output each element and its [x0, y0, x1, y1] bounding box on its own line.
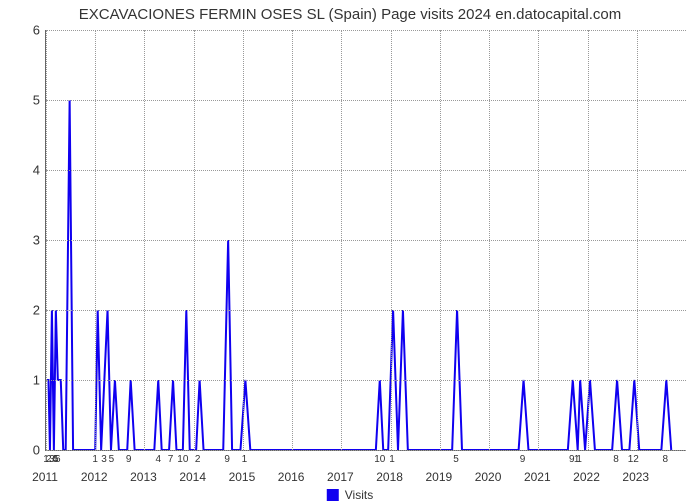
grid-line-v — [489, 30, 490, 450]
grid-line-v — [588, 30, 589, 450]
x-year-label: 2021 — [524, 470, 551, 484]
grid-line-v — [243, 30, 244, 450]
chart-title: EXCAVACIONES FERMIN OSES SL (Spain) Page… — [0, 6, 700, 23]
x-year-label: 2015 — [229, 470, 256, 484]
grid-line-v — [46, 30, 47, 450]
x-year-label: 2011 — [32, 470, 58, 484]
x-minor-label: 3 — [101, 454, 107, 465]
grid-line-v — [95, 30, 96, 450]
grid-line-v — [440, 30, 441, 450]
x-minor-label: 5 — [453, 454, 459, 465]
grid-line-v — [341, 30, 342, 450]
x-minor-label: 10 — [374, 454, 385, 465]
x-year-label: 2013 — [130, 470, 157, 484]
grid-line-v — [194, 30, 195, 450]
grid-line-h — [46, 30, 686, 31]
x-minor-label: 9 — [520, 454, 526, 465]
x-year-label: 2017 — [327, 470, 354, 484]
x-minor-label: 9 — [224, 454, 230, 465]
x-year-label: 2019 — [425, 470, 452, 484]
y-tick-label: 5 — [10, 93, 40, 108]
x-minor-label: 7 — [168, 454, 174, 465]
y-tick-label: 4 — [10, 163, 40, 178]
x-minor-label: 12 — [628, 454, 639, 465]
x-minor-label: 5 — [109, 454, 115, 465]
y-tick-label: 1 — [10, 373, 40, 388]
y-tick-label: 3 — [10, 233, 40, 248]
visits-line — [46, 100, 671, 450]
grid-line-v — [637, 30, 638, 450]
x-minor-label: 2 — [195, 454, 201, 465]
y-tick-label: 2 — [10, 303, 40, 318]
grid-line-h — [46, 240, 686, 241]
x-minor-label: 8 — [613, 454, 619, 465]
x-minor-label: 4 — [155, 454, 161, 465]
x-minor-label: 1 — [576, 454, 582, 465]
grid-line-v — [538, 30, 539, 450]
x-minor-label: 8 — [663, 454, 669, 465]
x-minor-label: 1 — [92, 454, 98, 465]
grid-line-v — [391, 30, 392, 450]
chart-container: EXCAVACIONES FERMIN OSES SL (Spain) Page… — [0, 0, 700, 500]
x-year-label: 2020 — [475, 470, 502, 484]
grid-line-h — [46, 170, 686, 171]
x-minor-label: 9 — [126, 454, 132, 465]
x-year-label: 2018 — [376, 470, 403, 484]
legend-swatch — [327, 489, 339, 501]
x-year-label: 2014 — [179, 470, 206, 484]
grid-line-h — [46, 310, 686, 311]
x-year-label: 2012 — [81, 470, 108, 484]
x-year-label: 2023 — [622, 470, 649, 484]
x-minor-label: 1 — [242, 454, 248, 465]
plot-area — [45, 30, 686, 451]
y-tick-label: 6 — [10, 23, 40, 38]
x-minor-label: 6 — [55, 454, 61, 465]
x-minor-label: 10 — [177, 454, 188, 465]
x-minor-label: 1 — [389, 454, 395, 465]
grid-line-h — [46, 450, 686, 451]
grid-line-h — [46, 100, 686, 101]
grid-line-h — [46, 380, 686, 381]
x-year-label: 2016 — [278, 470, 305, 484]
x-year-label: 2022 — [573, 470, 600, 484]
grid-line-v — [144, 30, 145, 450]
grid-line-v — [292, 30, 293, 450]
y-tick-label: 0 — [10, 443, 40, 458]
